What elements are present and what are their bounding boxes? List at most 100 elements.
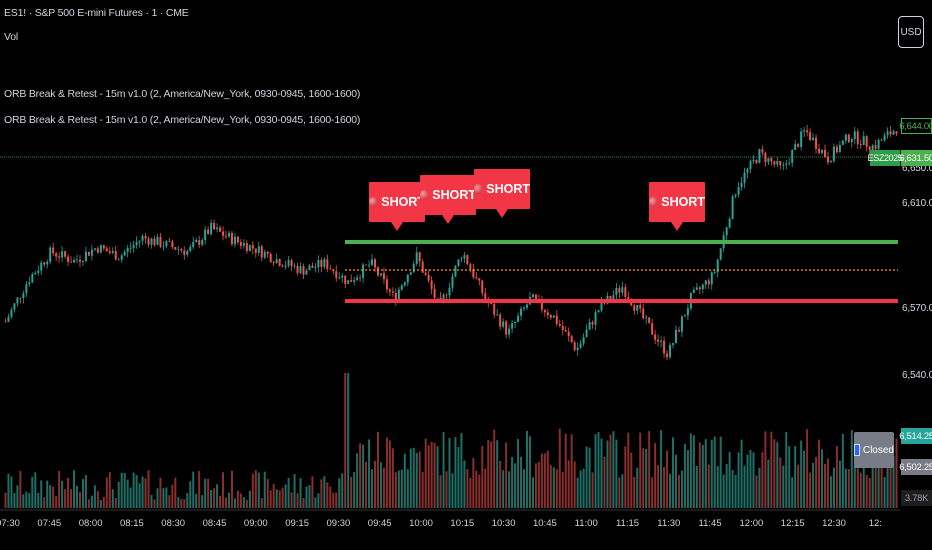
volume-bar xyxy=(648,431,651,508)
candle-body xyxy=(669,344,672,358)
volume-bar xyxy=(159,477,162,508)
candle-body xyxy=(287,260,290,266)
candle-body xyxy=(782,164,785,166)
candle-body xyxy=(686,308,689,316)
candle-body xyxy=(502,321,505,327)
volume-bar xyxy=(442,432,445,508)
volume-bar xyxy=(278,490,281,508)
volume-legend[interactable]: Vol xyxy=(4,31,18,43)
volume-bar xyxy=(481,445,484,508)
candle-body xyxy=(841,140,844,145)
short-signal-4[interactable]: SHORT xyxy=(649,182,705,231)
volume-bar xyxy=(695,465,698,508)
candle-body xyxy=(25,284,28,294)
volume-bar xyxy=(514,463,517,508)
candle-body xyxy=(451,276,454,288)
candle-body xyxy=(883,135,886,141)
volume-bar xyxy=(758,467,761,508)
candle-body xyxy=(73,259,76,263)
volume-tag-2: 6,502.25 xyxy=(899,459,932,475)
indicator-legend-2[interactable]: ORB Break & Retest - 15m v1.0 (2, Americ… xyxy=(4,114,361,126)
candle-body xyxy=(809,132,812,141)
volume-bar xyxy=(150,494,153,508)
short-signal-1[interactable]: SHORT xyxy=(369,182,425,231)
candle-body xyxy=(397,289,400,301)
time-axis-label: 07:30 xyxy=(0,518,20,529)
candle-body xyxy=(171,241,174,247)
candle-body xyxy=(362,264,365,278)
volume-bar xyxy=(439,475,442,508)
candle-body xyxy=(391,291,394,293)
volume-bar xyxy=(99,499,102,508)
candle-body xyxy=(600,301,603,311)
volume-bar xyxy=(841,434,844,508)
volume-bar xyxy=(117,481,120,508)
volume-bar xyxy=(225,497,227,508)
volume-bar xyxy=(406,469,409,508)
candle-body xyxy=(627,297,630,300)
candle-body xyxy=(415,252,418,264)
volume-bar xyxy=(344,373,347,508)
volume-bar xyxy=(233,498,236,508)
volume-tag-1: 6,514.25 xyxy=(899,428,932,444)
candle-body xyxy=(70,261,73,263)
volume-bar xyxy=(207,478,210,508)
volume-bar xyxy=(418,451,421,508)
symbol-legend[interactable]: ES1! · S&P 500 E-mini Futures · 1 · CME xyxy=(4,7,189,19)
candle-body xyxy=(737,187,740,195)
candle-body xyxy=(859,144,862,146)
candle-body xyxy=(621,287,624,293)
candle-body xyxy=(424,272,427,275)
volume-bar xyxy=(680,470,683,508)
volume-bar xyxy=(16,485,19,508)
indicator-legend-1[interactable]: ORB Break & Retest - 15m v1.0 (2, Americ… xyxy=(4,88,361,100)
volume-bar xyxy=(84,475,87,508)
volume-bar xyxy=(394,472,397,508)
volume-bar xyxy=(862,436,865,508)
volume-bar xyxy=(767,459,770,508)
volume-bar xyxy=(198,471,201,508)
volume-bar xyxy=(341,473,344,508)
candle-body xyxy=(385,279,388,290)
volume-bar xyxy=(81,479,84,508)
volume-bar xyxy=(296,493,299,508)
candle-body xyxy=(168,241,171,242)
volume-bar xyxy=(871,464,874,508)
candle-body xyxy=(573,342,576,351)
red-circle-icon xyxy=(420,190,429,200)
volume-bar xyxy=(505,442,508,508)
candle-body xyxy=(812,137,815,141)
volume-bar xyxy=(603,456,606,508)
candle-body xyxy=(806,130,809,133)
volume-bar xyxy=(195,493,198,508)
time-axis-label: 11:15 xyxy=(616,518,639,529)
market-status-badge[interactable]: Closed xyxy=(854,432,894,468)
volume-bar xyxy=(272,484,275,508)
volume-bar xyxy=(654,443,657,508)
candle-body xyxy=(28,282,31,285)
short-signal-3[interactable]: SHORT xyxy=(474,169,530,218)
candle-body xyxy=(403,282,406,286)
candle-body xyxy=(111,250,114,253)
short-signal-label: SHORT xyxy=(381,195,425,209)
candle-body xyxy=(305,270,308,275)
candle-body xyxy=(102,245,105,249)
candle-body xyxy=(275,259,278,264)
volume-bar xyxy=(675,454,677,508)
volume-bar xyxy=(126,479,129,508)
candle-body xyxy=(260,246,263,258)
candle-body xyxy=(204,229,207,241)
candle-body xyxy=(797,144,800,147)
currency-button[interactable]: USD xyxy=(898,16,924,48)
candle-body xyxy=(22,293,25,299)
candle-body xyxy=(832,146,835,162)
volume-bar xyxy=(534,463,537,508)
volume-bar xyxy=(58,470,61,508)
volume-bar xyxy=(433,442,436,508)
short-signal-2[interactable]: SHORT xyxy=(420,175,476,224)
volume-bar xyxy=(216,484,219,508)
volume-bar xyxy=(552,467,555,508)
volume-bar xyxy=(326,482,329,508)
candle-body xyxy=(13,303,16,310)
